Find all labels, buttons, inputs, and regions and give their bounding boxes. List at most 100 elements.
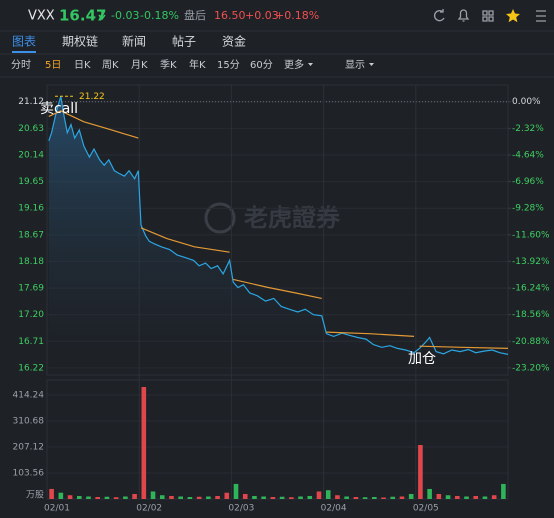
volume-bar [224,492,230,499]
tab[interactable]: 帖子 [172,34,196,49]
y2-tick-label: -9.28% [512,204,544,214]
tab[interactable]: 期权链 [62,34,98,49]
average-line [48,110,139,139]
toolbar-button[interactable]: 5日 [45,60,61,71]
volume-bar [418,445,423,499]
volume-bar [399,496,405,499]
volume-bar [316,491,322,499]
tab[interactable]: 新闻 [122,34,146,49]
toolbar-button[interactable]: 年K [189,58,206,71]
toolbar-button[interactable]: 月K [131,59,148,71]
after-change: +0.03 [245,9,279,22]
toolbar-button[interactable]: 季K [160,59,177,71]
volume-bar [196,496,202,499]
volume-bar [362,497,368,499]
y-tick-label: 414.24 [13,390,45,400]
annotation: 加仓 [408,351,436,367]
y-tick-label: 103.56 [13,468,45,478]
y-tick-label: 207.12 [13,442,45,452]
volume-bar [76,495,82,499]
x-tick-label: 02/01 [44,504,70,514]
volume-bar [307,495,313,499]
bell-icon[interactable] [457,9,470,22]
volume-bar [233,483,239,499]
volume-bar [381,497,386,499]
y2-tick-label: 0.00% [512,97,541,107]
toolbar-button[interactable]: 显示 [345,59,365,71]
volume-bar [335,495,340,499]
high-marker-label: 21.22 [79,92,105,102]
volume-bar [132,493,137,499]
toolbar-button[interactable]: 分时 [11,59,31,71]
volume-bar [473,495,479,499]
volume-bar [390,496,396,499]
volume-bar [67,495,73,499]
volume-bar [454,495,460,499]
volume-bar [501,483,506,499]
annotation: 卖call [40,101,78,117]
volume-bar [445,495,451,499]
y-tick-label: 21.12 [18,97,44,107]
volume-bar [150,491,156,499]
x-tick-label: 02/02 [136,504,162,514]
menu-icon[interactable] [536,10,546,22]
tab[interactable]: 资金 [222,34,246,49]
average-line [233,278,322,299]
x-tick-label: 02/05 [413,504,439,514]
grid-icon[interactable] [482,10,494,22]
volume-bar [482,496,488,499]
volume-bar [95,496,101,499]
y-tick-label: 16.22 [18,363,44,373]
y-tick-label: 16.71 [18,337,44,347]
volume-bar [206,496,211,499]
y-tick-label: 18.18 [18,257,44,267]
volume-bar [289,497,294,499]
volume-bar [344,496,349,499]
toolbar-button[interactable]: 60分 [250,59,273,71]
tab[interactable]: 图表 [12,35,36,49]
volume-bar [261,496,266,499]
session: 盘后 [184,8,206,22]
dropdown-caret [308,63,313,66]
y2-tick-label: -4.64% [512,150,544,160]
average-line [326,331,415,337]
average-line [419,345,509,349]
volume-frame [46,379,509,500]
refresh-icon[interactable] [434,9,445,22]
star-icon[interactable] [506,9,520,23]
volume-bar [491,495,497,499]
y-tick-label: 20.14 [18,150,44,160]
volume-bar [242,493,248,499]
dropdown-caret [369,63,374,66]
price: 16.47 [59,7,106,25]
volume-bar [178,496,183,499]
toolbar-button[interactable]: 更多 [284,58,304,71]
change-pct: -0.18% [140,9,179,22]
price-line [48,96,509,355]
volume-bar [58,492,64,499]
volume-bar [372,496,377,499]
volume-bar [298,496,303,499]
toolbar-button[interactable]: 周K [102,59,119,71]
price-area [48,96,509,376]
y2-tick-label: -11.60% [512,230,550,240]
volume-bar [104,496,110,499]
toolbar-button[interactable]: 15分 [217,59,240,71]
y-tick-label: 310.68 [13,416,45,426]
y2-tick-label: -6.96% [512,177,544,187]
y2-tick-label: -20.88% [512,337,550,347]
volume-bar [464,496,469,499]
y2-tick-label: -13.92% [512,257,550,267]
y-tick-label: 18.67 [18,230,44,240]
average-line [140,227,230,253]
volume-bar [123,496,128,499]
volume-bar [279,496,285,499]
volume-bar [169,495,174,499]
after-pct: +0.18% [275,9,319,22]
y2-tick-label: -16.24% [512,284,550,294]
y-tick-label: 19.16 [18,204,44,214]
y2-tick-label: -18.56% [512,310,550,320]
toolbar-button[interactable]: 日K [74,60,91,71]
volume-bar [325,490,331,499]
